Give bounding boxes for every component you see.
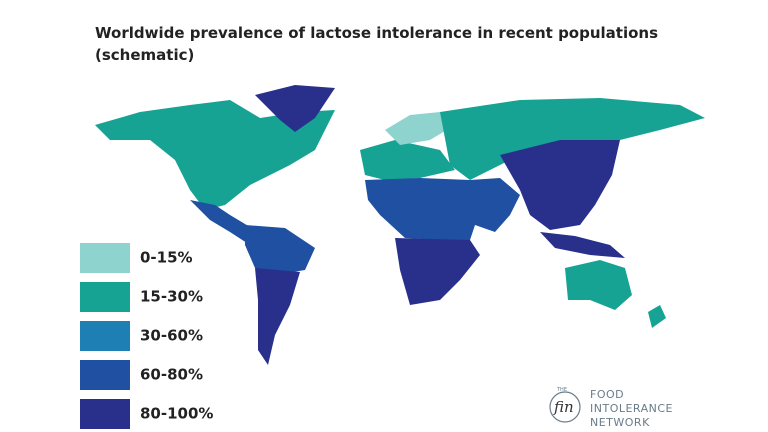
map-subtitle: (schematic)	[95, 46, 194, 64]
legend-label: 60-80%	[140, 366, 203, 384]
region	[255, 268, 300, 365]
legend-swatch	[80, 282, 130, 312]
legend-swatch	[80, 360, 130, 390]
map	[95, 85, 705, 365]
region	[245, 225, 315, 275]
legend-swatch	[80, 399, 130, 429]
logo: THE fin FOOD INTOLERANCE NETWORK	[549, 387, 673, 429]
region	[360, 140, 455, 180]
logo-line: NETWORK	[590, 416, 650, 429]
legend-label: 30-60%	[140, 327, 203, 345]
logo-line: FOOD	[590, 388, 624, 401]
region	[540, 232, 625, 258]
logo-prefix: THE	[556, 387, 567, 393]
logo-line: INTOLERANCE	[590, 402, 673, 415]
logo-circle	[549, 391, 581, 423]
legend-label: 80-100%	[140, 405, 213, 423]
logo-mark: fin	[553, 398, 574, 416]
region	[255, 85, 335, 132]
region	[565, 260, 632, 310]
region	[500, 140, 620, 230]
region	[395, 238, 480, 305]
region	[365, 178, 520, 240]
region	[385, 112, 450, 145]
region	[648, 305, 666, 328]
legend-label: 15-30%	[140, 288, 203, 306]
region	[190, 200, 255, 245]
map-title: Worldwide prevalence of lactose intolera…	[95, 24, 658, 42]
legend: 0-15% 15-30% 30-60% 60-80% 80-100%	[80, 243, 213, 429]
legend-swatch	[80, 243, 130, 273]
legend-swatch	[80, 321, 130, 351]
legend-label: 0-15%	[140, 249, 193, 267]
region	[95, 100, 335, 210]
